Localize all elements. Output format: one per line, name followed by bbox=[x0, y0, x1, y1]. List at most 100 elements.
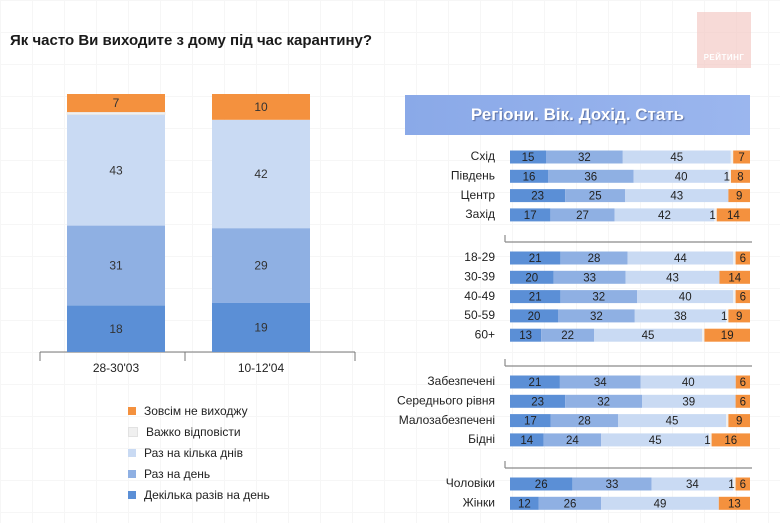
bar-value-label: 29 bbox=[254, 259, 268, 273]
legend-item: Раз на кілька днів bbox=[128, 442, 270, 463]
row-value-label: 1 bbox=[728, 479, 734, 491]
x-tick-label: 28-30'03 bbox=[93, 361, 140, 375]
bar-segment bbox=[67, 225, 165, 306]
row-value-label: 32 bbox=[597, 396, 610, 408]
row-bar-segment bbox=[553, 270, 626, 284]
row-label: 50-59 bbox=[464, 308, 495, 322]
row-bar-segment bbox=[546, 150, 623, 164]
bar-value-label: 10 bbox=[254, 100, 268, 114]
row-bar-segment bbox=[735, 394, 750, 408]
row-bar-segment bbox=[735, 290, 750, 304]
row-value-label: 14 bbox=[728, 272, 741, 284]
row-label: Центр bbox=[461, 188, 496, 202]
row-value-label: 40 bbox=[682, 377, 695, 389]
row-value-label: 6 bbox=[740, 479, 746, 491]
row-label: Схід bbox=[471, 149, 495, 163]
row-bar-segment bbox=[510, 309, 558, 323]
row-bar-segment bbox=[614, 208, 715, 222]
row-label: Середнього рівня bbox=[397, 393, 495, 407]
row-value-label: 40 bbox=[675, 171, 688, 183]
row-bar-segment bbox=[548, 169, 634, 183]
row-bar-segment bbox=[618, 414, 726, 428]
row-bar-segment bbox=[510, 433, 544, 447]
legend-label: Важко відповісти bbox=[146, 424, 241, 439]
row-value-label: 20 bbox=[528, 311, 541, 323]
bar-value-label: 43 bbox=[109, 163, 123, 177]
panel-title: Регіони. Вік. Дохід. Стать bbox=[470, 105, 685, 124]
row-bar-segment bbox=[735, 251, 750, 265]
row-bar-segment bbox=[510, 477, 573, 491]
row-value-label: 17 bbox=[524, 416, 537, 428]
row-bar-segment bbox=[714, 208, 717, 222]
row-value-label: 6 bbox=[740, 253, 746, 265]
row-value-label: 13 bbox=[728, 498, 741, 510]
row-value-label: 21 bbox=[529, 253, 542, 265]
row-bar-segment bbox=[728, 309, 750, 323]
row-bar-segment bbox=[726, 414, 729, 428]
row-value-label: 24 bbox=[566, 435, 579, 447]
row-bar-segment bbox=[728, 189, 750, 203]
row-value-label: 32 bbox=[578, 152, 591, 164]
row-value-label: 1 bbox=[721, 311, 727, 323]
bar-segment bbox=[212, 228, 310, 303]
row-bar-segment bbox=[733, 290, 736, 304]
bar-value-label: 42 bbox=[254, 167, 268, 181]
legend-swatch bbox=[128, 469, 136, 478]
logo-text: РЕЙТИНГ bbox=[703, 53, 745, 62]
row-bar-segment bbox=[538, 496, 602, 510]
row-bar-segment bbox=[733, 150, 750, 164]
row-value-label: 6 bbox=[740, 292, 746, 304]
row-bar-segment bbox=[558, 309, 635, 323]
row-value-label: 27 bbox=[576, 210, 589, 222]
row-bar-segment bbox=[730, 169, 750, 183]
row-bar-segment bbox=[728, 414, 750, 428]
row-value-label: 45 bbox=[666, 416, 679, 428]
bar-value-label: 19 bbox=[254, 321, 268, 335]
bar-segment bbox=[212, 119, 310, 229]
row-bar-segment bbox=[510, 251, 561, 265]
row-value-label: 9 bbox=[736, 311, 742, 323]
row-value-label: 19 bbox=[721, 330, 734, 342]
row-bar-segment bbox=[622, 150, 731, 164]
row-bar-segment bbox=[510, 496, 539, 510]
chart-title: Як часто Ви виходите з дому під час кара… bbox=[10, 32, 373, 49]
row-value-label: 23 bbox=[531, 191, 544, 203]
row-bar-segment bbox=[704, 328, 750, 342]
row-label: Жінки bbox=[463, 495, 495, 509]
row-value-label: 15 bbox=[522, 152, 535, 164]
row-label: Малозабезпечені bbox=[399, 413, 495, 427]
row-bar-segment bbox=[560, 290, 638, 304]
legend-swatch bbox=[128, 448, 136, 457]
row-value-label: 1 bbox=[704, 435, 710, 447]
row-value-label: 34 bbox=[686, 479, 699, 491]
row-value-label: 17 bbox=[524, 210, 537, 222]
row-value-label: 16 bbox=[724, 435, 737, 447]
row-bar-segment bbox=[702, 328, 705, 342]
row-bar-segment bbox=[510, 270, 554, 284]
row-label: Чоловіки bbox=[446, 476, 495, 490]
row-bar-segment bbox=[719, 270, 750, 284]
row-bar-segment bbox=[718, 496, 750, 510]
x-tick-label: 10-12'04 bbox=[238, 361, 285, 375]
row-value-label: 38 bbox=[674, 311, 687, 323]
row-bar-segment bbox=[559, 375, 641, 389]
rating-logo: РЕЙТИНГ bbox=[697, 12, 751, 68]
row-bar-segment bbox=[634, 309, 726, 323]
row-bar-segment bbox=[510, 189, 566, 203]
row-bar-segment bbox=[510, 150, 546, 164]
row-value-label: 33 bbox=[606, 479, 619, 491]
row-value-label: 9 bbox=[736, 416, 742, 428]
row-bar-segment bbox=[625, 270, 720, 284]
row-bar-segment bbox=[510, 208, 551, 222]
row-value-label: 32 bbox=[590, 311, 603, 323]
legend-label: Зовсім не виходжу bbox=[144, 403, 248, 418]
row-bar-segment bbox=[637, 290, 734, 304]
row-value-label: 26 bbox=[564, 498, 577, 510]
row-value-label: 23 bbox=[531, 396, 544, 408]
row-value-label: 43 bbox=[666, 272, 679, 284]
bar-segment bbox=[212, 302, 310, 352]
row-bar-segment bbox=[565, 394, 642, 408]
row-value-label: 20 bbox=[525, 272, 538, 284]
legend-item: Раз на день bbox=[128, 463, 270, 484]
row-bar-segment bbox=[560, 251, 628, 265]
